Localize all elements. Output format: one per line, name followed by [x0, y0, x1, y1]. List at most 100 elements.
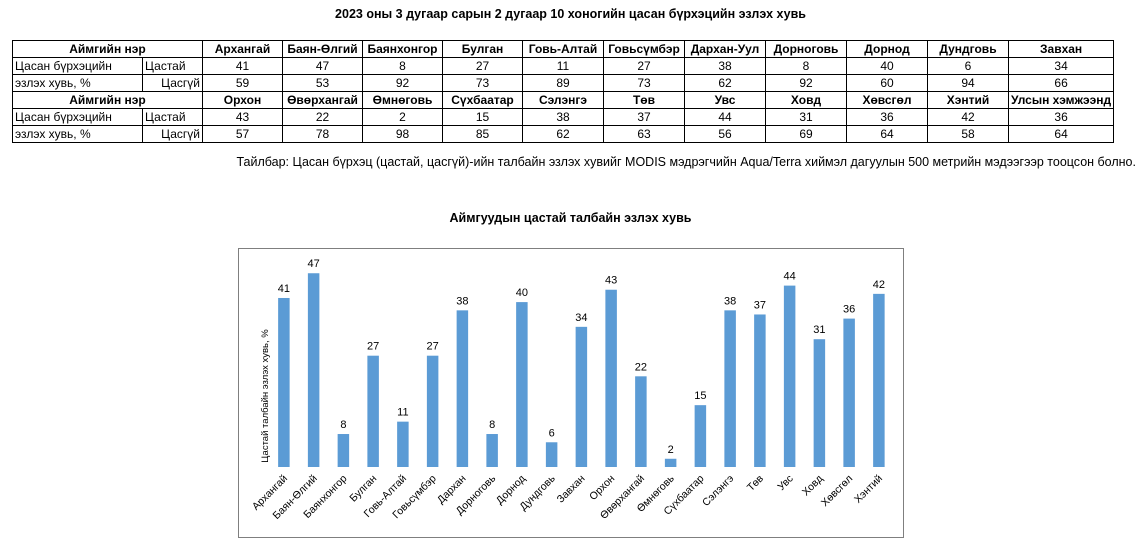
bar [486, 434, 498, 467]
row-label-cell: эзлэх хувь, % [12, 125, 143, 143]
without-snow-value: 53 [282, 74, 363, 92]
aimag-name-cell: Завхан [1007, 40, 1115, 58]
with-snow-row: Цасан бүрхэцийн Цастай 41 47 8 27 11 27 38 8 40 6 34 [12, 57, 1115, 75]
chart-title: Аймгуудын цастай талбайн эзлэх хувь [449, 211, 692, 225]
bar [575, 326, 588, 467]
bar-value-label: 6 [549, 427, 555, 439]
without-snow-value: 64 [846, 125, 928, 143]
with-snow-value: 44 [684, 108, 766, 126]
bar-value-label: 11 [397, 407, 408, 419]
aimag-name-cell: Говь-Алтай [522, 40, 604, 58]
without-snow-value: 64 [1007, 125, 1115, 143]
bar-value-label: 37 [754, 299, 766, 311]
without-snow-value: 85 [442, 125, 523, 143]
without-snow-label: Цасгүй [142, 74, 203, 92]
bar [635, 376, 647, 467]
bar-value-label: 36 [843, 304, 855, 316]
aimag-name-cell: Ховд [765, 91, 847, 109]
bar [605, 289, 617, 467]
bar [456, 310, 469, 467]
bar [337, 434, 350, 467]
x-tick-label: Сэлэнгэ [700, 473, 736, 509]
aimag-name-cell: Дорнод [846, 40, 928, 58]
without-snow-row: эзлэх хувь, % Цасгүй 59 53 92 73 89 73 62 92 60 94 6… [12, 74, 1115, 92]
aimag-name-cell: Баянхонгор [362, 40, 443, 58]
bar-value-label: 22 [635, 361, 647, 373]
header-label-cell: Аймгийн нэр [12, 40, 203, 58]
without-snow-value: 98 [362, 125, 443, 143]
bar [754, 314, 766, 467]
aimag-name-cell: Дорноговь [765, 40, 847, 58]
with-snow-value: 40 [846, 57, 928, 75]
bar [813, 339, 826, 467]
bar [873, 293, 885, 467]
with-snow-value: 15 [442, 108, 523, 126]
aimag-name-cell: Архангай [202, 40, 283, 58]
without-snow-value: 73 [603, 74, 685, 92]
without-snow-value: 73 [442, 74, 523, 92]
with-snow-value: 8 [362, 57, 443, 75]
bar-value-label: 8 [489, 419, 495, 431]
table-header-row: Аймгийн нэр Архангай Баян-Өлгий Баянхонгор Б… [12, 40, 1115, 58]
x-tick-label: Увс [775, 473, 795, 493]
with-snow-value: 43 [202, 108, 283, 126]
report-title: 2023 оны 3 дугаар сарын 2 дугаар 10 хоно… [335, 7, 806, 21]
bar-value-label: 38 [456, 295, 468, 307]
x-tick-label: Хэнтий [852, 473, 885, 506]
with-snow-value: 22 [282, 108, 363, 126]
bar-value-label: 42 [873, 279, 885, 291]
bar-value-label: 27 [427, 341, 439, 353]
with-snow-value: 38 [684, 57, 766, 75]
bar-value-label: 8 [340, 419, 346, 431]
without-snow-value: 60 [846, 74, 928, 92]
snow-cover-table: Аймгийн нэр Архангай Баян-Өлгий Баянхонгор Б… [12, 40, 1115, 143]
bar-value-label: 44 [784, 271, 796, 283]
bar [843, 318, 855, 467]
aimag-name-cell: Баян-Өлгий [282, 40, 363, 58]
row-label-cell: Цасан бүрхэцийн [12, 108, 143, 126]
aimag-name-cell: Булган [442, 40, 523, 58]
without-snow-label: Цасгүй [142, 125, 203, 143]
aimag-name-cell: Говьсүмбэр [603, 40, 685, 58]
with-snow-value: 42 [927, 108, 1009, 126]
y-axis-label: Цастай талбайн эзлэх хувь, % [260, 329, 271, 463]
bar-value-label: 34 [575, 312, 587, 324]
aimag-name-cell: Хөвсгөл [846, 91, 928, 109]
bar [307, 273, 320, 467]
with-snow-row: Цасан бүрхэцийн Цастай 43 22 2 15 38 37 44 31 36 42… [12, 108, 1115, 126]
bar [426, 355, 439, 467]
bar-value-label: 38 [724, 295, 736, 307]
table-footnote: Тайлбар: Цасан бүрхэц (цастай, цасгүй)-и… [236, 155, 1136, 169]
with-snow-value: 41 [202, 57, 283, 75]
with-snow-value: 34 [1007, 57, 1115, 75]
bar [278, 297, 290, 467]
bar-value-label: 27 [367, 341, 379, 353]
bar [694, 405, 707, 467]
bar-value-label: 15 [694, 390, 706, 402]
x-tick-label: Төв [745, 472, 766, 493]
aimag-name-cell: Сүхбаатар [442, 91, 523, 109]
without-snow-value: 56 [684, 125, 766, 143]
without-snow-value: 78 [282, 125, 363, 143]
bar [367, 355, 379, 467]
snow-bar-chart: Цастай талбайн эзлэх хувь, %41Архангай47… [250, 258, 885, 522]
header-label-cell: Аймгийн нэр [12, 91, 203, 109]
without-snow-row: эзлэх хувь, % Цасгүй 57 78 98 85 62 63 56 69 64 58 6… [12, 125, 1115, 143]
aimag-name-cell: Өвөрхангай [282, 91, 363, 109]
bar-value-label: 31 [813, 324, 825, 336]
x-tick-label: Хөвсгөл [819, 473, 855, 509]
with-snow-value: 11 [522, 57, 604, 75]
with-snow-label: Цастай [142, 57, 203, 75]
row-label-cell: эзлэх хувь, % [12, 74, 143, 92]
without-snow-value: 62 [522, 125, 604, 143]
with-snow-value: 31 [765, 108, 847, 126]
bar [724, 310, 736, 467]
without-snow-value: 94 [927, 74, 1009, 92]
aimag-name-cell: Улсын хэмжээнд [1007, 91, 1115, 109]
table-header-row: Аймгийн нэр Орхон Өвөрхангай Өмнөговь Сүхбаа… [12, 91, 1115, 109]
with-snow-value: 47 [282, 57, 363, 75]
with-snow-value: 27 [603, 57, 685, 75]
aimag-name-cell: Сэлэнгэ [522, 91, 604, 109]
bar [783, 285, 796, 467]
with-snow-value: 6 [927, 57, 1009, 75]
